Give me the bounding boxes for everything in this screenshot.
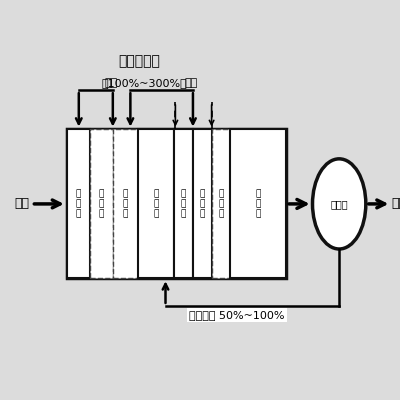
Text: 好
氧
段: 好 氧 段 [256,189,261,219]
Bar [90,130,113,278]
Text: 碳源: 碳源 [184,78,198,88]
Bar [193,130,212,278]
Text: 出水: 出水 [392,198,400,210]
Text: 混合液回流: 混合液回流 [118,55,160,69]
Text: 缺
氧
区: 缺 氧 区 [218,189,224,219]
Text: 缺
氧
区: 缺 氧 区 [99,189,104,219]
Bar [67,130,90,278]
Text: （100%~300%）: （100%~300%） [101,78,187,88]
Text: 二沉池: 二沉池 [330,199,348,209]
Text: 污泥回流 50%~100%: 污泥回流 50%~100% [189,310,284,320]
Bar [113,130,138,278]
Text: 进水: 进水 [14,198,29,210]
Text: 缺
氧
区: 缺 氧 区 [123,189,128,219]
Bar [174,130,193,278]
Ellipse shape [312,159,366,249]
Bar [138,130,174,278]
Text: 缺
氧
区: 缺 氧 区 [181,189,186,219]
Text: 好
氧
区: 好 氧 区 [154,189,159,219]
Bar [67,130,286,278]
Text: 厌
氧
段: 厌 氧 段 [76,189,81,219]
Text: 碳源: 碳源 [104,78,118,88]
Bar [230,130,286,278]
Bar [212,130,230,278]
Text: 好
氧
区: 好 氧 区 [200,189,205,219]
